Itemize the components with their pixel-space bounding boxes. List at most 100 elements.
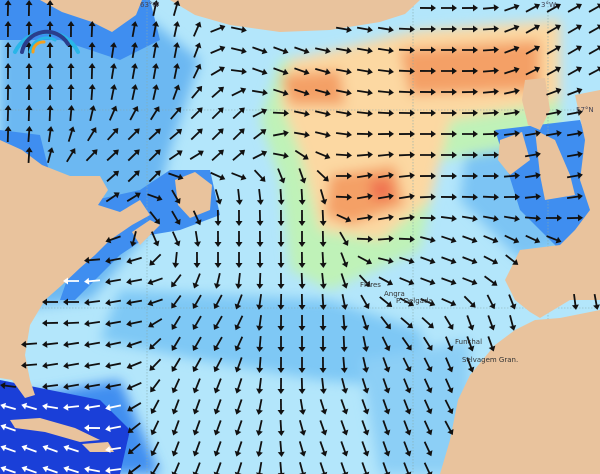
wind-arrow xyxy=(440,214,457,222)
wind-arrow xyxy=(213,462,222,474)
wind-arrow xyxy=(398,46,415,54)
wind-arrow xyxy=(463,295,476,308)
wind-arrow xyxy=(192,399,201,415)
wind-arrow xyxy=(441,235,457,244)
wind-arrow xyxy=(546,66,561,76)
wind-arrow xyxy=(4,63,12,80)
wind-arrow xyxy=(21,465,37,474)
wind-arrow xyxy=(567,66,582,76)
wind-arrow xyxy=(4,84,12,101)
wind-arrow xyxy=(214,189,223,205)
wind-arrow xyxy=(211,128,224,141)
land-africa xyxy=(440,310,600,474)
wind-arrow xyxy=(213,420,222,436)
wind-arrow xyxy=(422,336,433,351)
place-funchal: Funchal xyxy=(455,338,482,346)
wind-arrow xyxy=(593,293,600,310)
wind-arrow xyxy=(150,379,161,393)
wind-arrow xyxy=(525,45,540,55)
wind-arrow xyxy=(213,441,222,457)
wind-arrow xyxy=(294,88,310,97)
wind-arrow xyxy=(356,235,373,243)
wind-arrow xyxy=(42,382,59,390)
wind-arrow xyxy=(152,84,160,101)
wind-arrow xyxy=(378,276,394,286)
wind-arrow xyxy=(0,465,16,474)
wind-arrow xyxy=(252,150,268,160)
wind-arrow xyxy=(126,192,141,202)
wind-arrow xyxy=(525,66,541,76)
wind-arrow xyxy=(84,404,101,411)
wind-arrow xyxy=(88,21,96,38)
wind-arrow xyxy=(192,420,201,436)
wind-arrow xyxy=(235,272,243,289)
wind-arrow xyxy=(192,378,201,394)
wind-arrow xyxy=(419,88,436,96)
wind-arrow xyxy=(444,399,454,415)
wind-arrow xyxy=(127,149,140,162)
wind-arrow xyxy=(232,149,246,161)
wind-arrow xyxy=(21,340,38,348)
wind-arrow xyxy=(505,254,519,265)
wind-arrow xyxy=(441,256,457,265)
wind-arrow xyxy=(192,210,202,226)
wind-arrow xyxy=(403,399,412,415)
wave-height-field xyxy=(0,20,590,474)
wind-arrow xyxy=(461,25,478,33)
wind-arrow xyxy=(398,214,415,222)
wind-arrow xyxy=(106,149,119,162)
wind-arrow xyxy=(194,230,201,247)
wind-arrow xyxy=(148,318,163,328)
wind-arrow xyxy=(129,231,137,247)
wind-arrow xyxy=(571,293,579,310)
wind-arrow xyxy=(398,172,415,180)
wind-arrow xyxy=(171,420,180,436)
wind-arrow xyxy=(84,319,101,327)
wind-arrow xyxy=(63,362,80,369)
wind-arrow xyxy=(231,172,247,181)
wind-arrow xyxy=(482,151,499,159)
wind-arrow xyxy=(147,277,163,286)
wind-arrow xyxy=(84,298,101,306)
wind-arrow xyxy=(4,0,12,17)
wind-arrow xyxy=(356,151,373,159)
wind-arrow xyxy=(277,356,285,373)
wind-arrow xyxy=(126,278,143,285)
wind-arrow xyxy=(524,214,541,222)
wind-arrow xyxy=(294,149,309,160)
wind-arrow xyxy=(421,316,434,329)
wind-arrow xyxy=(298,168,307,184)
wind-arrow xyxy=(420,130,436,138)
wind-arrow xyxy=(42,465,58,474)
wind-arrow xyxy=(150,420,160,436)
wind-arrow xyxy=(105,235,121,244)
wind-arrow xyxy=(335,26,352,33)
wind-arrow xyxy=(127,170,140,183)
wind-arrow xyxy=(213,378,222,394)
wind-arrow xyxy=(356,47,373,54)
wind-arrow xyxy=(298,251,306,268)
wind-arrow xyxy=(4,105,12,122)
wind-arrow xyxy=(84,256,101,264)
wind-arrow xyxy=(193,42,202,58)
wind-arrow xyxy=(461,88,478,96)
wind-arrow xyxy=(192,315,202,330)
wind-arrow xyxy=(298,336,306,352)
wind-arrow xyxy=(256,293,264,310)
wind-arrow xyxy=(105,425,122,433)
land-newfoundland xyxy=(175,172,212,218)
wind-arrow xyxy=(168,172,184,181)
wind-arrow xyxy=(314,110,331,118)
wind-arrow xyxy=(444,378,454,394)
wind-arrow xyxy=(131,63,138,80)
wind-arrow xyxy=(213,357,223,373)
wind-arrow xyxy=(231,87,247,97)
wind-arrow xyxy=(377,130,394,138)
wind-arrow xyxy=(440,193,457,201)
wind-arrow xyxy=(105,278,122,285)
wind-arrow xyxy=(42,444,58,453)
wind-arrow xyxy=(566,130,583,137)
wind-arrow xyxy=(445,336,454,352)
wind-arrow xyxy=(234,441,243,457)
